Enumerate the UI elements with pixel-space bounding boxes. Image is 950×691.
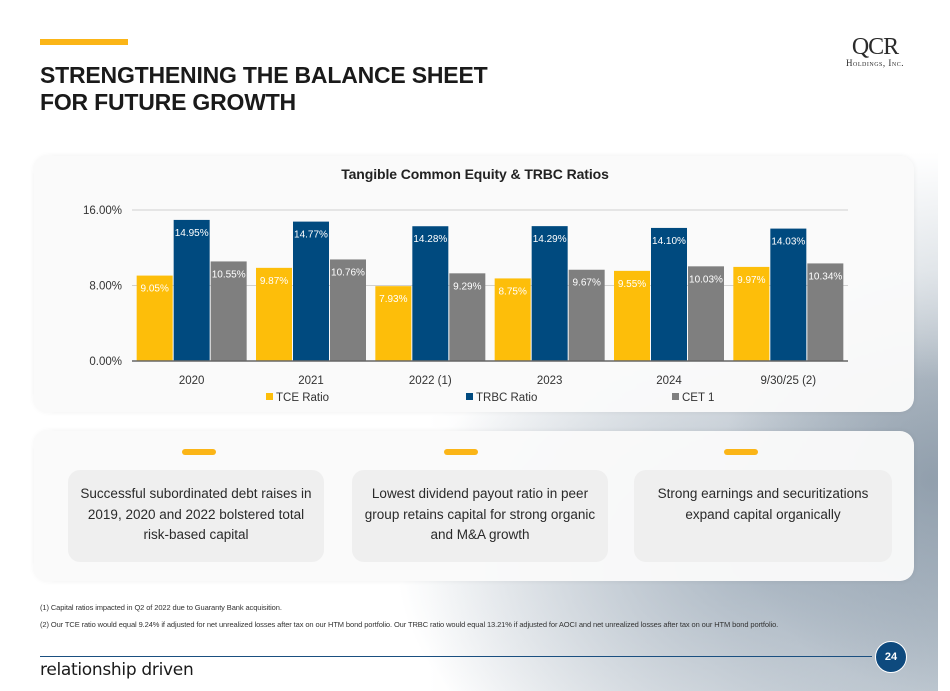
- bar-trbc-ratio: [770, 228, 807, 361]
- bar-trbc-ratio: [651, 227, 687, 361]
- x-tick-label: 2021: [298, 375, 324, 387]
- page-title: STRENGTHENING THE BALANCE SHEET FOR FUTU…: [40, 62, 488, 116]
- bar-cet-1: [449, 273, 486, 361]
- bar-cet-1: [210, 261, 247, 361]
- bar-cet-1: [568, 269, 605, 361]
- data-label: 9.97%: [737, 275, 765, 286]
- footnote-2: (2) Our TCE ratio would equal 9.24% if a…: [40, 620, 779, 629]
- data-label: 8.75%: [498, 286, 526, 297]
- bar-tce-ratio: [733, 266, 770, 361]
- highlight-box-2: Lowest dividend payout ratio in peer gro…: [352, 470, 608, 562]
- page-number-badge: 24: [875, 641, 907, 673]
- highlight-text-2: Lowest dividend payout ratio in peer gro…: [364, 486, 596, 542]
- y-tick-label: 0.00%: [89, 356, 122, 368]
- footer-tagline: relationship driven: [40, 660, 194, 680]
- legend-label-1: TCE Ratio: [276, 392, 329, 404]
- bar-cet-1: [807, 263, 844, 361]
- bar-tce-ratio: [614, 270, 650, 361]
- x-tick-label: 2022 (1): [409, 375, 452, 387]
- x-tick-label: 2024: [656, 375, 682, 387]
- bar-tce-ratio: [375, 286, 412, 361]
- legend-label-2: TRBC Ratio: [476, 392, 537, 404]
- title-line-1: STRENGTHENING THE BALANCE SHEET: [40, 62, 488, 88]
- data-label: 9.55%: [618, 279, 646, 290]
- y-tick-label: 16.00%: [83, 205, 122, 217]
- x-tick-label: 9/30/25 (2): [761, 375, 817, 387]
- highlight-accent-2: [444, 449, 478, 455]
- highlight-box-1: Successful subordinated debt raises in 2…: [68, 470, 324, 562]
- data-label: 14.77%: [294, 230, 328, 241]
- highlight-accent-1: [182, 449, 216, 455]
- title-accent-bar: [40, 39, 128, 45]
- x-tick-label: 2020: [179, 375, 205, 387]
- bar-cet-1: [330, 259, 366, 361]
- x-tick-label: 2023: [537, 375, 563, 387]
- bar-cet-1: [688, 266, 724, 361]
- bar-trbc-ratio: [293, 221, 329, 361]
- data-label: 14.28%: [413, 234, 447, 245]
- data-label: 10.55%: [212, 269, 246, 280]
- highlight-accent-3: [724, 449, 758, 455]
- data-label: 10.34%: [808, 271, 842, 282]
- data-label: 10.03%: [689, 274, 723, 285]
- logo-subtitle: Holdings, Inc.: [846, 58, 904, 68]
- data-label: 9.87%: [260, 276, 288, 287]
- data-label: 14.29%: [533, 234, 567, 245]
- legend-swatch-3: [672, 393, 679, 400]
- data-label: 14.03%: [771, 237, 805, 248]
- data-label: 14.95%: [175, 228, 209, 239]
- data-label: 9.05%: [140, 284, 168, 295]
- data-label: 10.76%: [331, 267, 365, 278]
- bar-tce-ratio: [136, 275, 173, 361]
- bar-trbc-ratio: [531, 226, 568, 361]
- legend-label-3: CET 1: [682, 392, 714, 404]
- data-label: 14.10%: [652, 236, 686, 247]
- chart-title: Tangible Common Equity & TRBC Ratios: [341, 166, 609, 182]
- bar-chart: 0.00% 8.00% 16.00% 9.05% 14.95% 10.55% 2020 9.8…: [82, 202, 848, 404]
- legend-swatch-1: [266, 393, 273, 400]
- highlight-box-3: Strong earnings and securitizations expa…: [634, 470, 892, 562]
- company-logo: QCR Holdings, Inc.: [830, 34, 920, 68]
- bar-trbc-ratio: [412, 226, 449, 361]
- data-label: 9.29%: [453, 281, 481, 292]
- right-margin: [938, 0, 950, 691]
- plot-area: [132, 202, 848, 361]
- footer-divider: [40, 656, 872, 657]
- highlight-text-1: Successful subordinated debt raises in 2…: [80, 486, 312, 542]
- highlight-text-3: Strong earnings and securitizations expa…: [657, 486, 869, 522]
- logo-wordmark: QCR: [851, 34, 899, 60]
- legend-swatch-2: [466, 393, 473, 400]
- footnote-1: (1) Capital ratios impacted in Q2 of 202…: [40, 603, 282, 612]
- y-tick-label: 8.00%: [89, 281, 122, 293]
- data-label: 7.93%: [379, 294, 407, 305]
- bar-tce-ratio: [256, 267, 292, 361]
- bar-tce-ratio: [494, 278, 531, 361]
- bar-trbc-ratio: [173, 219, 210, 361]
- data-label: 9.67%: [572, 278, 600, 289]
- title-line-2: FOR FUTURE GROWTH: [40, 89, 296, 115]
